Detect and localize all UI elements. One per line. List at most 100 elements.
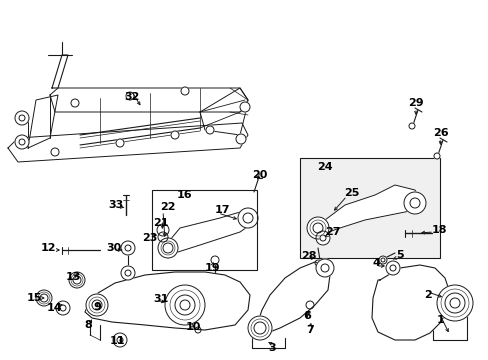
Bar: [152, 190, 257, 270]
Text: 14: 14: [47, 303, 62, 313]
Circle shape: [86, 294, 108, 316]
Circle shape: [180, 300, 190, 310]
Text: 31: 31: [153, 294, 168, 304]
Circle shape: [175, 295, 195, 315]
Text: 1: 1: [436, 315, 444, 325]
Circle shape: [15, 111, 29, 125]
Text: 13: 13: [65, 272, 81, 282]
Text: 21: 21: [153, 218, 168, 228]
Circle shape: [389, 265, 395, 271]
Text: 33: 33: [108, 200, 123, 210]
Circle shape: [312, 223, 323, 233]
Circle shape: [158, 232, 168, 242]
Polygon shape: [311, 185, 419, 235]
Text: 7: 7: [305, 325, 313, 335]
Circle shape: [126, 92, 134, 100]
Circle shape: [121, 241, 135, 255]
Circle shape: [19, 139, 25, 145]
Circle shape: [60, 305, 66, 311]
Circle shape: [171, 131, 179, 139]
Polygon shape: [50, 88, 247, 112]
Circle shape: [163, 243, 173, 253]
Circle shape: [433, 153, 439, 159]
Circle shape: [309, 220, 325, 236]
Circle shape: [89, 297, 105, 313]
Circle shape: [240, 102, 249, 112]
Text: 4: 4: [371, 258, 379, 268]
Text: 23: 23: [142, 233, 157, 243]
Text: 25: 25: [344, 188, 359, 198]
Circle shape: [243, 213, 252, 223]
Text: 17: 17: [214, 205, 229, 215]
Text: 29: 29: [407, 98, 423, 108]
Circle shape: [449, 298, 459, 308]
Text: 5: 5: [395, 250, 403, 260]
Circle shape: [403, 192, 425, 214]
Bar: [299, 158, 439, 258]
Circle shape: [315, 259, 333, 277]
Circle shape: [440, 289, 468, 317]
Polygon shape: [200, 88, 247, 135]
Circle shape: [409, 198, 419, 208]
Polygon shape: [371, 265, 449, 340]
Text: 10: 10: [185, 322, 200, 332]
Circle shape: [247, 316, 271, 340]
Circle shape: [116, 139, 124, 147]
Circle shape: [19, 115, 25, 121]
Circle shape: [56, 301, 70, 315]
Circle shape: [158, 238, 178, 258]
Circle shape: [210, 256, 219, 264]
Text: 15: 15: [26, 293, 41, 303]
Circle shape: [436, 285, 472, 321]
Circle shape: [319, 235, 325, 241]
Circle shape: [195, 327, 201, 333]
Circle shape: [73, 276, 81, 284]
Text: 6: 6: [303, 311, 310, 321]
Polygon shape: [28, 95, 58, 148]
Circle shape: [51, 148, 59, 156]
Circle shape: [314, 260, 320, 266]
Circle shape: [315, 231, 329, 245]
Text: 16: 16: [177, 190, 192, 200]
Circle shape: [238, 208, 258, 228]
Circle shape: [250, 319, 268, 337]
Circle shape: [305, 301, 313, 309]
Polygon shape: [254, 262, 329, 335]
Circle shape: [121, 266, 135, 280]
Circle shape: [205, 126, 214, 134]
Text: 3: 3: [267, 343, 275, 353]
Circle shape: [378, 256, 386, 264]
Text: 27: 27: [325, 227, 340, 237]
Text: 30: 30: [106, 243, 122, 253]
Circle shape: [113, 333, 127, 347]
Text: 2: 2: [423, 290, 431, 300]
Text: 20: 20: [252, 170, 267, 180]
Circle shape: [125, 245, 131, 251]
Circle shape: [92, 300, 102, 310]
Circle shape: [36, 290, 52, 306]
Circle shape: [320, 264, 328, 272]
Text: 11: 11: [109, 336, 124, 346]
Circle shape: [125, 270, 131, 276]
Circle shape: [117, 337, 123, 343]
Polygon shape: [85, 272, 249, 330]
Circle shape: [164, 285, 204, 325]
Circle shape: [15, 135, 29, 149]
Circle shape: [170, 290, 200, 320]
Text: 12: 12: [40, 243, 56, 253]
Circle shape: [236, 134, 245, 144]
Text: 8: 8: [84, 320, 92, 330]
Circle shape: [253, 322, 265, 334]
Circle shape: [385, 261, 399, 275]
Text: 19: 19: [205, 263, 221, 273]
Text: 32: 32: [124, 92, 140, 102]
Circle shape: [306, 217, 328, 239]
Circle shape: [38, 292, 50, 304]
Circle shape: [69, 272, 85, 288]
Circle shape: [161, 241, 175, 255]
Text: 28: 28: [301, 251, 316, 261]
Circle shape: [40, 294, 48, 302]
Circle shape: [444, 293, 464, 313]
Polygon shape: [162, 212, 251, 258]
Circle shape: [380, 258, 384, 262]
